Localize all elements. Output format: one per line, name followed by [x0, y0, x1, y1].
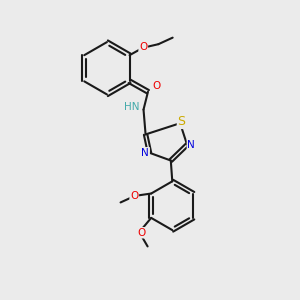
Text: O: O: [137, 228, 145, 238]
Text: O: O: [152, 81, 160, 92]
Text: N: N: [188, 140, 195, 150]
Text: HN: HN: [124, 102, 140, 112]
Text: N: N: [141, 148, 149, 158]
Text: O: O: [139, 43, 147, 52]
Text: O: O: [130, 190, 138, 201]
Text: S: S: [178, 115, 186, 128]
